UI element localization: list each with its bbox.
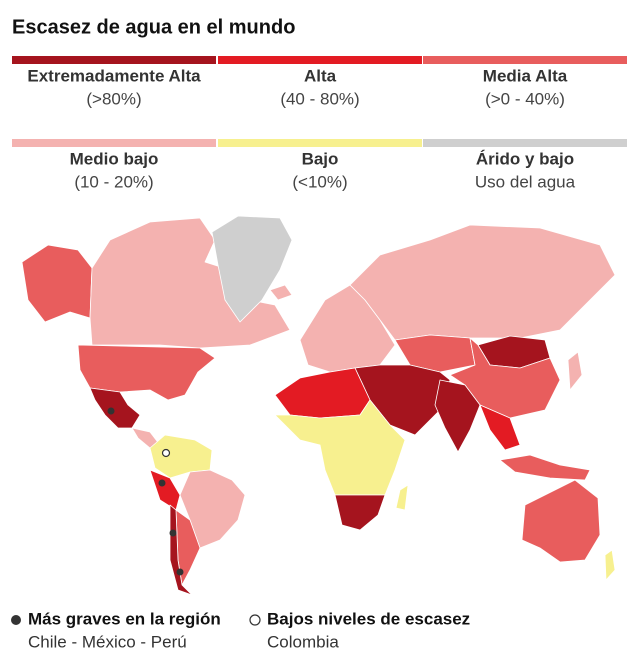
marker-colombia — [161, 448, 171, 458]
usa — [77, 344, 216, 401]
footer-label: Bajos niveles de escasez — [267, 609, 470, 628]
legend-sublabel: (10 - 20%) — [74, 172, 153, 191]
japan — [567, 351, 583, 391]
indonesia — [499, 454, 591, 481]
new-zealand — [604, 549, 616, 581]
mexico — [89, 387, 141, 429]
marker-chile — [169, 529, 177, 537]
marker-peru — [158, 479, 166, 487]
legend-swatch — [218, 56, 422, 64]
legend-label: Bajo — [302, 149, 339, 168]
legend-swatch — [12, 139, 216, 147]
footer-dot-hollow — [249, 614, 261, 626]
legend-label: Alta — [304, 66, 337, 85]
madagascar — [395, 484, 409, 511]
legend-label: Media Alta — [483, 66, 568, 85]
australia — [521, 479, 601, 563]
china — [449, 337, 561, 419]
legend-label: Medio bajo — [70, 149, 159, 168]
north-africa — [274, 367, 371, 419]
legend-swatch — [218, 139, 422, 147]
legend-swatch — [12, 56, 216, 64]
footer-sublabel: Colombia — [267, 632, 339, 651]
southern-africa — [334, 494, 386, 531]
legend-sublabel: (>80%) — [86, 89, 141, 108]
world-map — [21, 215, 616, 596]
sub-saharan-africa — [274, 399, 406, 496]
alaska — [21, 244, 93, 323]
footer-dot-filled — [11, 615, 21, 625]
europe — [299, 284, 396, 373]
footer-legend: Más graves en la región Chile - México -… — [11, 609, 470, 651]
legend-swatch — [423, 56, 627, 64]
marker-mexico — [107, 407, 115, 415]
legend: Extremadamente Alta (>80%) Alta (40 - 80%) M… — [12, 56, 627, 191]
legend-sublabel: (>0 - 40%) — [485, 89, 565, 108]
legend-swatch — [423, 139, 627, 147]
legend-label: Extremadamente Alta — [27, 66, 201, 85]
marker-chile-south — [176, 568, 184, 576]
india — [434, 379, 481, 453]
legend-sublabel: Uso del agua — [475, 172, 576, 191]
iceland — [269, 284, 293, 301]
peru — [149, 469, 181, 511]
legend-label: Árido y bajo — [476, 149, 574, 168]
title: Escasez de agua en el mundo — [12, 16, 295, 38]
southeast-asia — [479, 404, 521, 451]
legend-sublabel: (40 - 80%) — [280, 89, 359, 108]
brazil — [179, 469, 246, 549]
chile — [169, 504, 193, 596]
russia — [349, 224, 616, 341]
footer-sublabel: Chile - México - Perú — [28, 632, 187, 651]
legend-sublabel: (<10%) — [292, 172, 347, 191]
greenland — [211, 215, 293, 323]
footer-label: Más graves en la región — [28, 609, 221, 628]
